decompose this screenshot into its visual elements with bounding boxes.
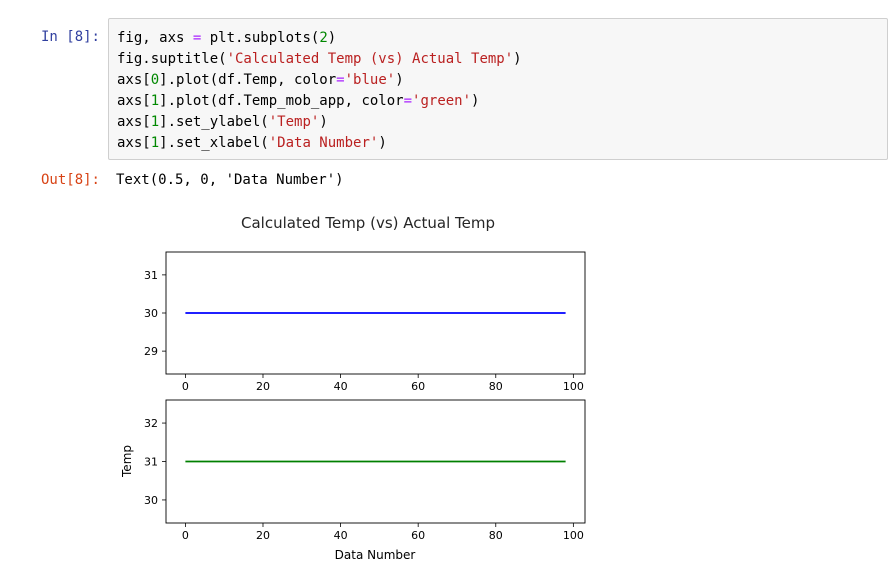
- code-token: plt.subplots(: [201, 30, 320, 46]
- code-token: fig, axs: [117, 30, 193, 46]
- x-tick-label: 60: [411, 529, 425, 542]
- code-string: 'Calculated Temp (vs) Actual Temp': [226, 51, 514, 67]
- code-token: ].set_xlabel(: [159, 135, 269, 151]
- code-token: ): [395, 72, 404, 88]
- code-token: fig.suptitle(: [117, 51, 227, 67]
- code-cell[interactable]: fig, axs = plt.subplots(2) fig.suptitle(…: [108, 18, 888, 160]
- x-tick-label: 0: [182, 380, 189, 393]
- figure-suptitle: Calculated Temp (vs) Actual Temp: [241, 214, 495, 232]
- x-tick-label: 100: [563, 529, 584, 542]
- code-token: axs[: [117, 72, 151, 88]
- x-tick-label: 60: [411, 380, 425, 393]
- y-tick-label: 30: [144, 494, 158, 507]
- code-line-5: axs[1].set_ylabel('Temp'): [117, 112, 328, 133]
- axes-top: 0 20 40 60 80 100 29 30 31: [144, 251, 586, 393]
- code-token: ): [471, 93, 480, 109]
- code-line-1: fig, axs = plt.subplots(2): [117, 28, 336, 49]
- x-tick-label: 0: [182, 529, 189, 542]
- y-tick-label: 30: [144, 307, 158, 320]
- code-operator: =: [403, 93, 413, 109]
- code-number: 2: [319, 30, 328, 46]
- x-tick-label: 20: [256, 380, 270, 393]
- code-operator: =: [192, 30, 202, 46]
- code-token: ].plot(df.Temp_mob_app, color: [159, 93, 404, 109]
- output-prompt: Out[8]:: [40, 172, 100, 188]
- x-axis-label: Data Number: [335, 548, 416, 562]
- code-token: ): [327, 30, 337, 46]
- code-line-2: fig.suptitle('Calculated Temp (vs) Actua…: [117, 49, 522, 70]
- code-operator: =: [336, 72, 345, 88]
- code-number: 1: [150, 135, 160, 151]
- axes-bottom: 0 20 40 60 80 100 30 31 32: [144, 399, 586, 542]
- y-axis-label: Temp: [120, 445, 134, 478]
- code-token: axs[: [117, 135, 151, 151]
- x-tick-label: 40: [334, 380, 348, 393]
- y-tick-label: 32: [144, 417, 158, 430]
- code-string: 'Temp': [268, 114, 320, 130]
- code-line-4: axs[1].plot(df.Temp_mob_app, color='gree…: [117, 91, 479, 112]
- code-token: ): [378, 135, 387, 151]
- code-number: 1: [150, 93, 160, 109]
- x-tick-label: 80: [489, 529, 503, 542]
- code-string: 'Data Number': [268, 135, 379, 151]
- y-tick-label: 31: [144, 269, 158, 282]
- code-string: 'blue': [344, 72, 396, 88]
- code-line-6: axs[1].set_xlabel('Data Number'): [117, 133, 387, 154]
- code-token: ): [319, 114, 328, 130]
- code-line-3: axs[0].plot(df.Temp, color='blue'): [117, 70, 404, 91]
- code-token: axs[: [117, 114, 151, 130]
- code-token: axs[: [117, 93, 151, 109]
- code-token: ): [513, 51, 522, 67]
- output-text: Text(0.5, 0, 'Data Number'): [116, 172, 344, 188]
- code-string: 'green': [412, 93, 472, 109]
- x-tick-label: 80: [489, 380, 503, 393]
- code-token: ].set_ylabel(: [159, 114, 269, 130]
- x-tick-label: 40: [334, 529, 348, 542]
- input-prompt: In [8]:: [40, 29, 100, 45]
- code-token: ].plot(df.Temp, color: [159, 72, 337, 88]
- y-tick-label: 31: [144, 456, 158, 469]
- code-number: 1: [150, 114, 160, 130]
- y-tick-label: 29: [144, 345, 158, 358]
- x-tick-label: 100: [563, 380, 584, 393]
- x-tick-label: 20: [256, 529, 270, 542]
- code-number: 0: [150, 72, 160, 88]
